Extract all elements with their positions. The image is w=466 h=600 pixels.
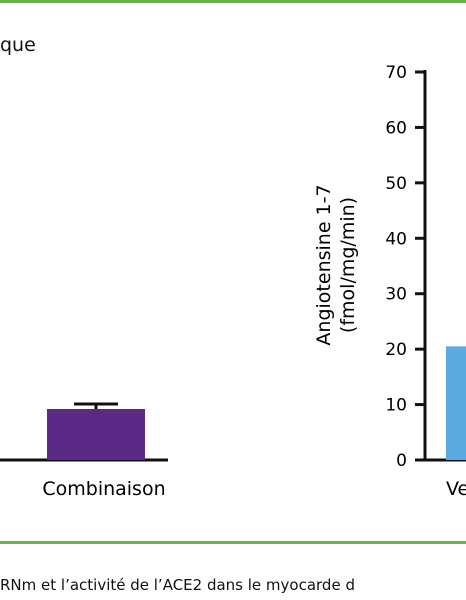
y-tick-label: 30: [385, 285, 407, 305]
bar-combinaison: [47, 409, 145, 460]
panel-heading: que: [0, 34, 36, 56]
y-axis-title-line2: (fmol/mg/min): [337, 197, 359, 333]
x-tick-label-combinaison: Combinaison: [42, 478, 165, 500]
y-tick-label: 60: [385, 118, 407, 138]
left-chart: Combinaison: [0, 402, 168, 500]
y-tick-label: 50: [385, 174, 407, 194]
y-tick-label: 40: [385, 229, 407, 249]
bottom-divider: [0, 541, 466, 544]
y-tick-label: 70: [385, 63, 407, 83]
y-tick-label: 0: [396, 451, 407, 471]
figure-caption: RNm et l’activité de l’ACE2 dans le myoc…: [0, 576, 355, 594]
x-tick-label-ve: Ve: [446, 478, 466, 500]
right-chart: Angiotensine 1-7 (fmol/mg/min) 0 10 20 30 40…: [313, 63, 466, 500]
bar-ve: [446, 346, 466, 460]
y-tick-label: 10: [385, 396, 407, 416]
error-bar-combinaison: [74, 402, 118, 409]
top-divider: [0, 0, 466, 3]
y-axis-title-line1: Angiotensine 1-7: [313, 184, 335, 345]
y-tick-label: 20: [385, 340, 407, 360]
